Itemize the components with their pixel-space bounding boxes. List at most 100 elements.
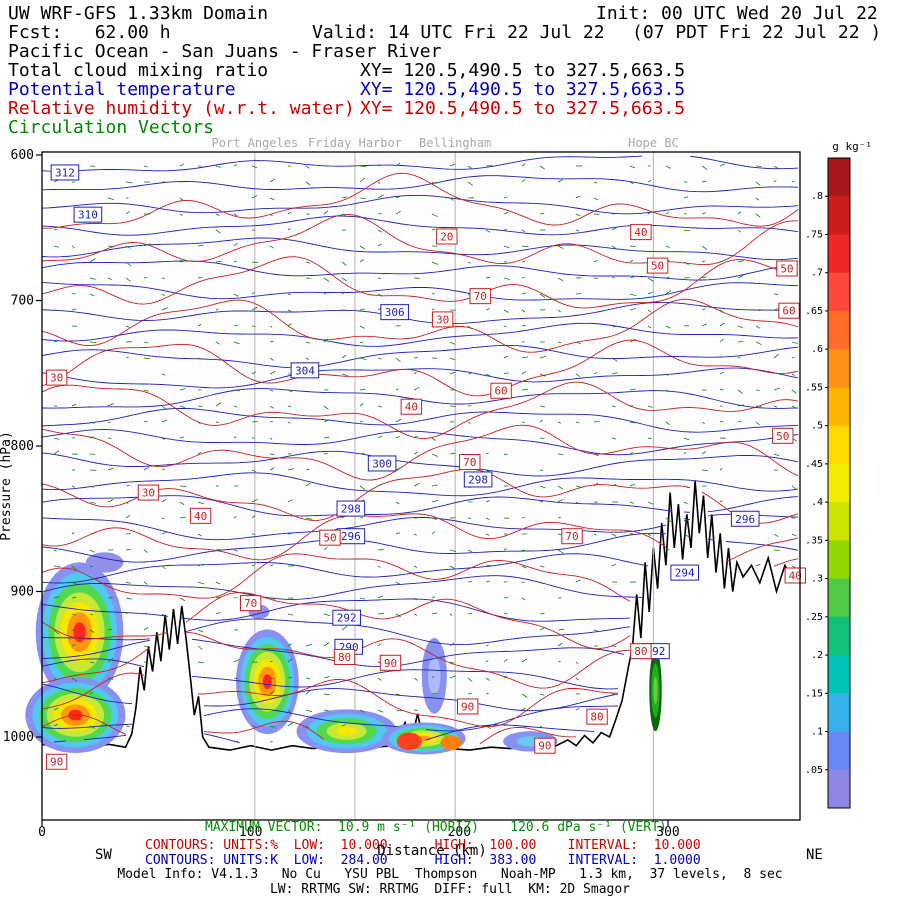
wind-vector (755, 389, 760, 391)
wind-vector (71, 245, 75, 249)
wind-vector (179, 163, 184, 167)
contour-label: 296 (336, 528, 366, 545)
wind-vector (629, 483, 636, 487)
wind-vector (323, 546, 328, 551)
theta-contour-note: CONTOURS: UNITS:K LOW: 284.00 HIGH: 383.… (145, 853, 701, 868)
x-tick-label: 100 (239, 825, 262, 840)
wind-vector (629, 338, 636, 343)
contour-label-box (459, 454, 481, 471)
wind-vector (89, 485, 94, 488)
colorbar-tick-label: .6 (811, 344, 823, 355)
wind-vector (503, 309, 509, 313)
wind-vector (89, 629, 95, 633)
wind-vector (521, 309, 526, 313)
contour-label-box (534, 737, 556, 754)
wind-vector (287, 677, 293, 679)
wind-vector (755, 197, 760, 201)
wind-vector (467, 677, 473, 682)
wind-vector (269, 660, 273, 663)
wind-vector (269, 690, 276, 695)
contour-label: 40 (630, 224, 652, 241)
wind-vector (161, 565, 166, 570)
wind-vector (89, 293, 95, 297)
colorbar-frame (827, 157, 851, 809)
colorbar-tick-label: .75 (805, 229, 823, 240)
wind-vector (395, 195, 402, 199)
wind-vector (125, 211, 130, 215)
wind-vector (449, 661, 455, 664)
wind-vector (287, 293, 292, 296)
wind-vector (125, 611, 129, 615)
legend-theta-label: Potential temperature (8, 79, 236, 100)
wind-vector (179, 181, 184, 183)
colorbar-cell (828, 272, 850, 312)
wind-vector (287, 613, 294, 616)
wind-vector (107, 467, 114, 471)
wind-vector (269, 340, 274, 343)
ne-endpoint-label: NE (806, 847, 823, 863)
wind-vector (719, 260, 725, 263)
contour-label-text: 292 (337, 612, 357, 625)
theta-contour-line (41, 322, 799, 347)
wind-vector (359, 197, 366, 199)
wind-vector (431, 612, 438, 615)
wind-vector (521, 260, 526, 263)
wind-vector (359, 485, 366, 491)
wind-vector (503, 723, 508, 727)
colorbar-cell (828, 158, 850, 197)
city-labels: Port Angeles Friday Harbor Bellingham Hope … (211, 136, 678, 150)
colorbar-cell (828, 310, 850, 350)
contour-label-box (290, 362, 320, 379)
wind-vector (485, 308, 491, 311)
contour-label: 80 (333, 648, 356, 665)
contour-label: 298 (463, 471, 493, 488)
wind-vector (449, 565, 455, 569)
contour-label-text: 296 (735, 513, 755, 526)
wind-vector (557, 642, 563, 647)
wind-vector (233, 740, 239, 743)
wind-vector (269, 371, 276, 375)
wind-vector (683, 437, 690, 441)
wind-vector (53, 245, 59, 248)
y-tick-label: 800 (11, 439, 34, 454)
wind-vector (701, 212, 707, 215)
colorbar-tick-label: .3 (811, 574, 823, 585)
wind-vector (179, 597, 186, 602)
wind-vector (467, 181, 474, 186)
wind-vector (665, 548, 670, 551)
contour-label: 40 (784, 567, 806, 584)
wind-vector (575, 213, 581, 217)
wind-vector (593, 420, 600, 423)
x-tick-label: 200 (448, 825, 471, 840)
wind-vector (377, 181, 381, 184)
wind-vector (539, 373, 546, 377)
wind-vector (143, 421, 148, 423)
wind-vector (665, 165, 671, 169)
wind-vector (431, 517, 437, 520)
wind-vector (359, 165, 367, 168)
wind-vector (125, 356, 130, 359)
wind-vector (233, 515, 237, 519)
contour-label-text: 50 (651, 260, 664, 273)
wind-vector (755, 309, 761, 312)
wind-vector (89, 258, 96, 263)
contour-label: 70 (469, 288, 491, 305)
wind-vector (719, 322, 725, 327)
wind-vector (359, 452, 365, 455)
wind-vector (305, 357, 309, 360)
wind-vector (539, 485, 546, 489)
contour-label-text: 30 (142, 487, 155, 500)
contour-label-box (670, 564, 700, 581)
wind-vector (611, 276, 615, 279)
rh-contour-line (41, 553, 799, 602)
contour-label-text: 80 (590, 711, 603, 724)
wind-vector (413, 613, 418, 616)
wind-vector (179, 516, 186, 519)
rh-contour-line (41, 172, 799, 229)
contour-label-text: 304 (295, 364, 315, 377)
wind-vector (125, 501, 129, 505)
wind-vector (215, 213, 220, 217)
wind-vector (71, 613, 76, 616)
wind-vector (377, 643, 382, 647)
wind-vector (53, 437, 60, 440)
